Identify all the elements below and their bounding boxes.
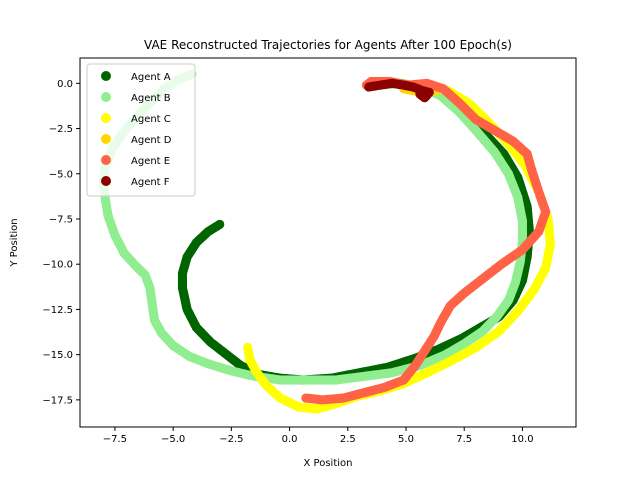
y-tick-label: −5.0	[49, 169, 73, 180]
axis-ticks: −7.5 −5.0 −2.5 0.0 2.5 5.0 7.5 10.0 0.0 −2.5 −5.0 −…	[42, 79, 533, 445]
legend-label: Agent F	[131, 177, 170, 188]
x-axis-label: X Position	[304, 458, 353, 469]
x-tick-label: −2.5	[219, 434, 243, 445]
legend-label: Agent B	[131, 93, 171, 104]
plot-marks	[98, 69, 555, 414]
legend-item: Agent C	[101, 113, 171, 125]
legend-marker	[101, 71, 111, 81]
legend-label: Agent D	[131, 135, 172, 146]
y-tick-label: 0.0	[57, 79, 73, 90]
legend-label: Agent E	[131, 156, 170, 167]
legend-marker	[101, 176, 111, 186]
legend-item: Agent D	[101, 134, 172, 146]
legend-item: Agent E	[101, 155, 170, 167]
x-tick-label: 2.5	[340, 434, 356, 445]
x-tick-label: −5.0	[161, 434, 185, 445]
y-tick-label: −12.5	[42, 305, 73, 316]
x-tick-label: 5.0	[398, 434, 414, 445]
y-tick-label: −7.5	[49, 214, 73, 225]
legend-marker	[101, 155, 111, 165]
x-tick-label: 7.5	[456, 434, 472, 445]
x-tick-label: 10.0	[511, 434, 533, 445]
series-agent-f	[364, 78, 434, 103]
legend-marker	[101, 92, 111, 102]
legend-marker	[101, 113, 111, 123]
y-tick-label: −17.5	[42, 395, 73, 406]
y-tick-label: −10.0	[42, 260, 73, 271]
y-axis-label: Y Position	[9, 218, 20, 267]
legend: Agent A Agent B Agent C Agent D Agent E Agent…	[86, 63, 196, 197]
y-tick-label: −15.0	[42, 350, 73, 361]
x-tick-label: −7.5	[103, 434, 127, 445]
legend-box	[86, 63, 196, 197]
x-tick-label: 0.0	[282, 434, 298, 445]
trajectory-point	[415, 89, 425, 99]
legend-label: Agent A	[131, 72, 171, 83]
legend-item: Agent F	[101, 176, 170, 188]
legend-label: Agent C	[131, 114, 171, 125]
legend-item: Agent A	[101, 71, 171, 83]
plot-frame	[79, 57, 577, 428]
y-tick-label: −2.5	[49, 124, 73, 135]
legend-item: Agent B	[101, 92, 171, 104]
legend-marker	[101, 134, 111, 144]
chart-title: VAE Reconstructed Trajectories for Agent…	[144, 38, 512, 52]
